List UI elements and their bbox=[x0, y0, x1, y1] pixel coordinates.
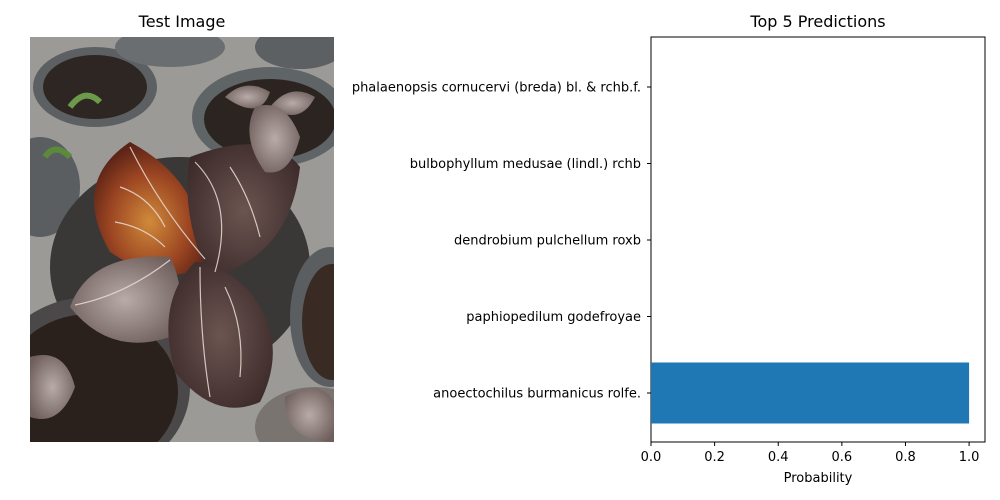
y-tick-label: bulbophyllum medusae (lindl.) rchb bbox=[410, 157, 641, 172]
chart-title: Top 5 Predictions bbox=[750, 12, 886, 31]
x-tick-label: 0.0 bbox=[641, 450, 662, 465]
x-tick-label: 0.2 bbox=[704, 450, 725, 465]
x-tick-label: 0.6 bbox=[832, 450, 853, 465]
x-tick-label: 1.0 bbox=[959, 450, 980, 465]
y-tick-label: dendrobium pulchellum roxb bbox=[454, 234, 641, 249]
test-image bbox=[30, 37, 334, 442]
y-tick-label: paphiopedilum godefroyae bbox=[466, 310, 641, 325]
y-tick-label: phalaenopsis cornucervi (breda) bl. & rc… bbox=[352, 81, 641, 96]
x-tick-label: 0.8 bbox=[895, 450, 916, 465]
y-tick-label: anoectochilus burmanicus rolfe. bbox=[433, 387, 641, 402]
x-axis-label: Probability bbox=[784, 471, 853, 486]
plant-photo-icon bbox=[30, 37, 334, 442]
x-tick-label: 0.4 bbox=[768, 450, 789, 465]
bar bbox=[651, 362, 970, 424]
image-title: Test Image bbox=[138, 12, 226, 31]
